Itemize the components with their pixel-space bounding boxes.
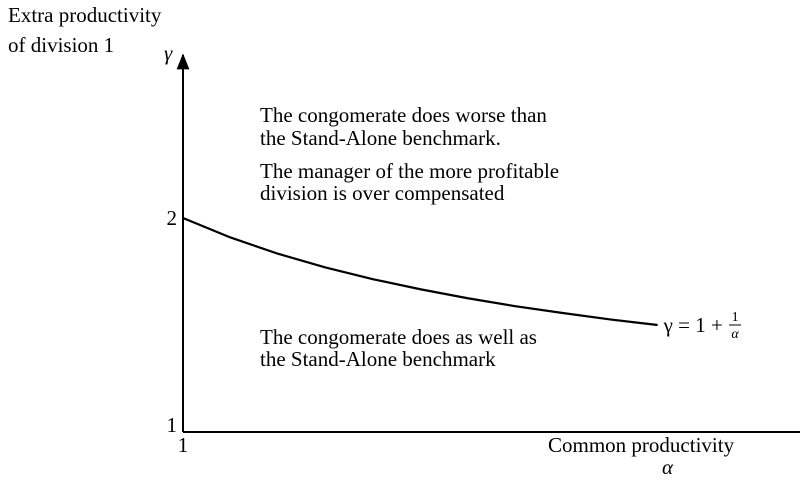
annotation: The manager of the more profitable — [260, 159, 559, 183]
x-axis-symbol: α — [662, 455, 674, 479]
y-axis-symbol: γ — [164, 41, 173, 65]
annotation: the Stand-Alone benchmark — [260, 347, 496, 371]
curve-label-numerator: 1 — [732, 310, 739, 325]
curve-label-denominator: α — [731, 327, 739, 342]
y-tick-label: 2 — [167, 206, 178, 230]
annotation: The congomerate does worse than — [260, 103, 547, 127]
y-axis-label: of division 1 — [8, 33, 114, 57]
annotation: division is over compensated — [260, 181, 505, 205]
annotation: The congomerate does as well as — [260, 325, 537, 349]
x-axis-label: Common productivity — [548, 433, 735, 457]
curve — [182, 216, 658, 327]
y-axis-label: Extra productivity — [8, 3, 162, 27]
annotation: the Stand-Alone benchmark. — [260, 126, 501, 150]
x-tick-label: 1 — [178, 433, 189, 457]
y-tick-label: 1 — [167, 413, 178, 437]
curve-label: γ = 1 + — [663, 313, 728, 337]
